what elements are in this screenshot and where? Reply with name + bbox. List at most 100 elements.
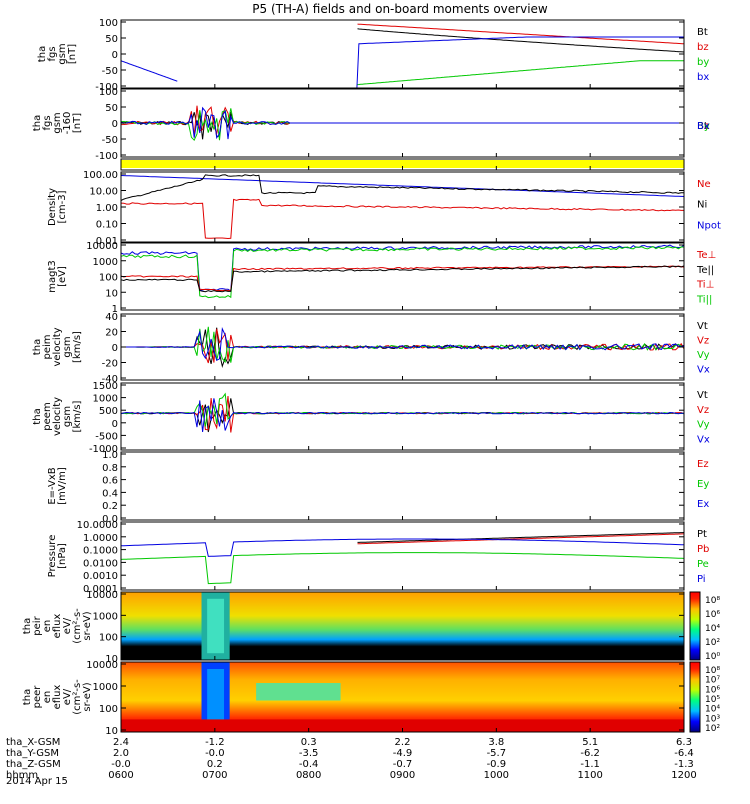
trace-Npot	[120, 175, 685, 197]
xaxis-value: 1100	[577, 770, 602, 781]
ylabel-line: eV/	[62, 688, 73, 705]
ytick-label: 0.4	[102, 488, 118, 499]
ylabel-line: (cm²-s-	[72, 608, 83, 644]
ytick-label: -50	[102, 135, 118, 146]
ylabel-line: magt3	[47, 260, 58, 293]
ylabel-line: E=-VxB	[47, 467, 58, 504]
legend-Ni: Ni	[697, 200, 707, 211]
ylabel-line: velocity	[52, 397, 63, 436]
xaxis-value: -4.9	[393, 748, 413, 759]
ylabel-line: velocity	[52, 327, 63, 366]
panel-stack: thafgsgsm[nT]100500-50-100Btbzbybxthafgs…	[22, 18, 721, 737]
ylabel-line: en	[42, 691, 53, 704]
ytick-label: 1000	[93, 682, 118, 693]
ytick-label: 10000	[86, 241, 118, 252]
xaxis-value: 1200	[671, 770, 696, 781]
legend-Vx: Vx	[697, 434, 710, 445]
xaxis-row-label: tha_X-GSM	[6, 737, 60, 748]
ytick-label: 50	[105, 34, 118, 45]
legend-Pe: Pe	[697, 559, 709, 570]
legend-Ex: Ex	[697, 499, 709, 510]
panel-content	[121, 592, 684, 660]
panel-ylabel: magt3[eV]	[47, 260, 68, 293]
ylabel-line: en	[42, 620, 53, 633]
ytick-label: 0.01	[96, 236, 118, 247]
spectrogram-burst-core	[207, 669, 225, 725]
ytick-label: 0.0	[102, 514, 118, 525]
ylabel-line: [nT]	[67, 44, 78, 64]
legend-Ti||: Ti||	[696, 294, 712, 305]
panel-frame	[120, 19, 685, 89]
panel-content	[121, 662, 684, 732]
ytick-label: 0.0010	[83, 571, 118, 582]
xaxis-value: 0.2	[207, 759, 223, 770]
ytick-label: 100	[99, 18, 118, 29]
colorbar	[689, 591, 701, 661]
xaxis-value: -0.0	[205, 748, 225, 759]
colorbar-tick: 10⁷	[705, 676, 720, 686]
ytick-label: 100	[99, 704, 118, 715]
ylabel-line: eV/	[62, 617, 73, 634]
panel-9: Pressure[nPa] 10.0000 1.0000 0.10000.0100 0.…	[47, 520, 709, 595]
panel-content	[121, 326, 685, 369]
panel-3	[120, 158, 685, 171]
trace-Pt	[357, 532, 685, 543]
legend-By: By	[697, 121, 710, 132]
colorbar-tick: 10⁰	[705, 652, 720, 662]
xaxis-value: -1.2	[205, 737, 225, 748]
panel-4: Density[cm-3] 100.00 10.00 1.00 0.10 0.01 Ne Ni…	[47, 170, 721, 247]
panel-ylabel: thafgsgsm-160[nT]	[32, 112, 83, 135]
panel-frame	[120, 382, 685, 451]
legend-bx: bx	[697, 72, 709, 83]
legend-Pt: Pt	[697, 529, 707, 540]
ytick-label: -1000	[89, 444, 118, 455]
legend-Te||: Te||	[696, 265, 714, 276]
xaxis-value: -0.7	[393, 759, 413, 770]
ytick-label: -100	[95, 151, 118, 162]
xaxis-value: 0900	[390, 770, 415, 781]
ytick-label: 1	[112, 304, 118, 315]
ylabel-line: peir	[32, 615, 43, 635]
trace-Pb	[357, 533, 684, 545]
ytick-label: 1.00	[96, 203, 118, 214]
colorbar-tick: 10⁴	[705, 705, 720, 715]
xaxis-value: 5.1	[582, 737, 598, 748]
panel-ylabel: thapeemvelocitygsm[km/s]	[32, 397, 83, 436]
ytick-label: 0.0001	[83, 584, 118, 595]
colorbar-tick: 10²	[705, 638, 720, 648]
trace-Pe	[120, 552, 685, 585]
ylabel-line: gsm	[57, 43, 68, 64]
xaxis-value: 0.3	[301, 737, 317, 748]
ylabel-line: peim	[42, 334, 53, 359]
trace-Ti||	[120, 246, 685, 299]
legend-Bt: Bt	[697, 27, 708, 38]
ylabel-line: eflux	[52, 685, 63, 710]
quality-flag-bar	[121, 160, 684, 168]
xaxis-value: -0.9	[487, 759, 507, 770]
ytick-label: -50	[102, 66, 118, 77]
ylabel-line: sr-eV)	[82, 682, 93, 711]
panel-ylabel: thapeerenefluxeV/(cm²-s-sr-eV)	[22, 679, 93, 715]
x-axis-table: tha_X-GSM 2.4 -1.2 0.3 2.2 3.8 5.1 6.3 tha_Y-GSM…	[6, 737, 697, 781]
ytick-label: 0	[112, 50, 118, 61]
xaxis-value: 0800	[296, 770, 321, 781]
panel-ylabel: Pressure[nPa]	[47, 535, 68, 578]
xaxis-row-label: tha_Z-GSM	[6, 759, 61, 770]
ylabel-line: [km/s]	[72, 400, 83, 432]
ytick-label: 1000	[93, 394, 118, 405]
legend-Vz: Vz	[697, 336, 709, 347]
colorbar-tick: 10⁵	[705, 695, 720, 705]
trace-bz	[357, 23, 685, 45]
panel-content	[120, 532, 685, 585]
xaxis-value: -6.2	[580, 748, 600, 759]
colorbar-tick: 10³	[705, 714, 720, 724]
ytick-label: 100	[99, 273, 118, 284]
ytick-label: 10	[105, 726, 118, 737]
ytick-label: 0.8	[102, 463, 118, 474]
panel-content	[120, 174, 685, 240]
panel-content	[120, 244, 685, 299]
ylabel-line: tha	[32, 339, 43, 355]
ylabel-line: tha	[22, 689, 33, 705]
